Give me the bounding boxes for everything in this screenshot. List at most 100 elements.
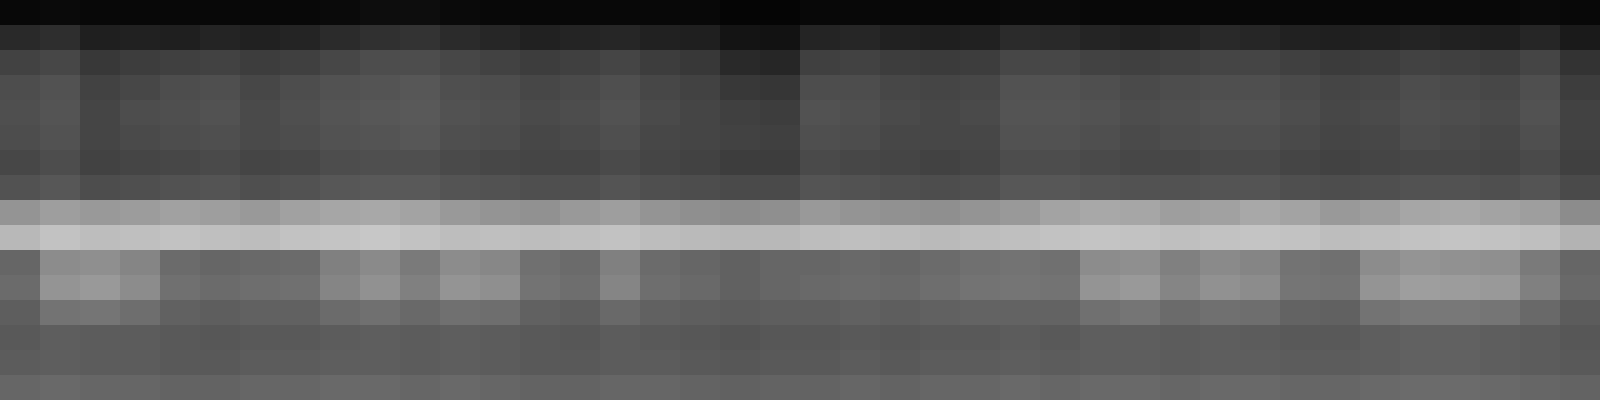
heatmap-cell — [400, 75, 441, 101]
heatmap-cell — [840, 175, 881, 201]
heatmap-cell — [280, 150, 321, 176]
heatmap-cell — [1440, 275, 1481, 301]
heatmap-cell — [1280, 225, 1321, 251]
heatmap-cell — [640, 25, 681, 51]
heatmap-cell — [320, 275, 361, 301]
heatmap-cell — [640, 100, 681, 126]
heatmap-cell — [1160, 175, 1201, 201]
heatmap-cell — [1240, 300, 1281, 326]
heatmap-cell — [1120, 175, 1161, 201]
heatmap-cell — [1560, 125, 1600, 151]
heatmap-cell — [520, 125, 561, 151]
heatmap-cell — [640, 250, 681, 276]
heatmap-cell — [960, 225, 1001, 251]
heatmap-cell — [80, 300, 121, 326]
heatmap-cell — [1200, 275, 1241, 301]
heatmap-cell — [120, 325, 161, 351]
heatmap-cell — [1520, 75, 1561, 101]
heatmap-cell — [760, 175, 801, 201]
heatmap-cell — [1120, 125, 1161, 151]
heatmap-cell — [1560, 150, 1600, 176]
heatmap-cell — [480, 200, 521, 226]
heatmap-cell — [320, 350, 361, 376]
heatmap-cell — [880, 300, 921, 326]
heatmap-cell — [1080, 250, 1121, 276]
heatmap-cell — [960, 25, 1001, 51]
heatmap-cell — [720, 75, 761, 101]
heatmap-cell — [520, 300, 561, 326]
heatmap-cell — [720, 25, 761, 51]
heatmap-cell — [80, 325, 121, 351]
heatmap-cell — [120, 300, 161, 326]
heatmap-cell — [1120, 225, 1161, 251]
heatmap-cell — [840, 300, 881, 326]
heatmap-cell — [40, 150, 81, 176]
heatmap-cell — [640, 350, 681, 376]
heatmap-cell — [200, 175, 241, 201]
heatmap-cell — [1200, 100, 1241, 126]
heatmap-cell — [280, 100, 321, 126]
heatmap-cell — [760, 150, 801, 176]
heatmap-cell — [200, 375, 241, 400]
heatmap-cell — [840, 100, 881, 126]
heatmap-cell — [1520, 100, 1561, 126]
heatmap-cell — [880, 200, 921, 226]
heatmap-cell — [680, 125, 721, 151]
heatmap-cell — [1080, 375, 1121, 400]
heatmap-cell — [1480, 325, 1521, 351]
heatmap-cell — [440, 300, 481, 326]
heatmap-cell — [440, 225, 481, 251]
heatmap-cell — [1480, 50, 1521, 76]
heatmap-cell — [80, 25, 121, 51]
heatmap-cell — [280, 350, 321, 376]
heatmap-cell — [400, 0, 441, 26]
heatmap-cell — [1040, 375, 1081, 400]
heatmap-cell — [200, 75, 241, 101]
heatmap-cell — [320, 150, 361, 176]
heatmap-cell — [160, 0, 201, 26]
heatmap-cell — [360, 250, 401, 276]
heatmap-cell — [120, 225, 161, 251]
heatmap-cell — [1520, 350, 1561, 376]
heatmap-cell — [1560, 350, 1600, 376]
heatmap-cell — [1160, 325, 1201, 351]
heatmap-cell — [840, 75, 881, 101]
heatmap-cell — [640, 200, 681, 226]
heatmap-cell — [1400, 225, 1441, 251]
heatmap-cell — [1400, 200, 1441, 226]
heatmap-cell — [240, 50, 281, 76]
heatmap-cell — [680, 100, 721, 126]
heatmap-cell — [1280, 200, 1321, 226]
heatmap-cell — [80, 0, 121, 26]
heatmap-cell — [400, 300, 441, 326]
heatmap-cell — [320, 125, 361, 151]
heatmap-cell — [680, 50, 721, 76]
heatmap-cell — [720, 125, 761, 151]
heatmap-cell — [920, 375, 961, 400]
heatmap-cell — [560, 75, 601, 101]
heatmap-cell — [120, 200, 161, 226]
heatmap-cell — [400, 125, 441, 151]
heatmap-cell — [880, 0, 921, 26]
heatmap-cell — [1520, 150, 1561, 176]
heatmap-cell — [960, 75, 1001, 101]
heatmap-cell — [1440, 225, 1481, 251]
heatmap-cell — [1440, 50, 1481, 76]
heatmap-cell — [400, 375, 441, 400]
heatmap-cell — [0, 100, 41, 126]
heatmap-cell — [840, 200, 881, 226]
heatmap-cell — [880, 250, 921, 276]
heatmap-cell — [360, 200, 401, 226]
heatmap-cell — [1480, 300, 1521, 326]
heatmap-cell — [1520, 25, 1561, 51]
heatmap-cell — [1320, 200, 1361, 226]
heatmap-cell — [1360, 250, 1401, 276]
heatmap-cell — [640, 0, 681, 26]
heatmap-cell — [120, 150, 161, 176]
heatmap-cell — [1440, 100, 1481, 126]
heatmap-cell — [640, 375, 681, 400]
heatmap-cell — [1520, 0, 1561, 26]
heatmap-cell — [280, 225, 321, 251]
heatmap-cell — [1160, 350, 1201, 376]
heatmap-cell — [320, 375, 361, 400]
